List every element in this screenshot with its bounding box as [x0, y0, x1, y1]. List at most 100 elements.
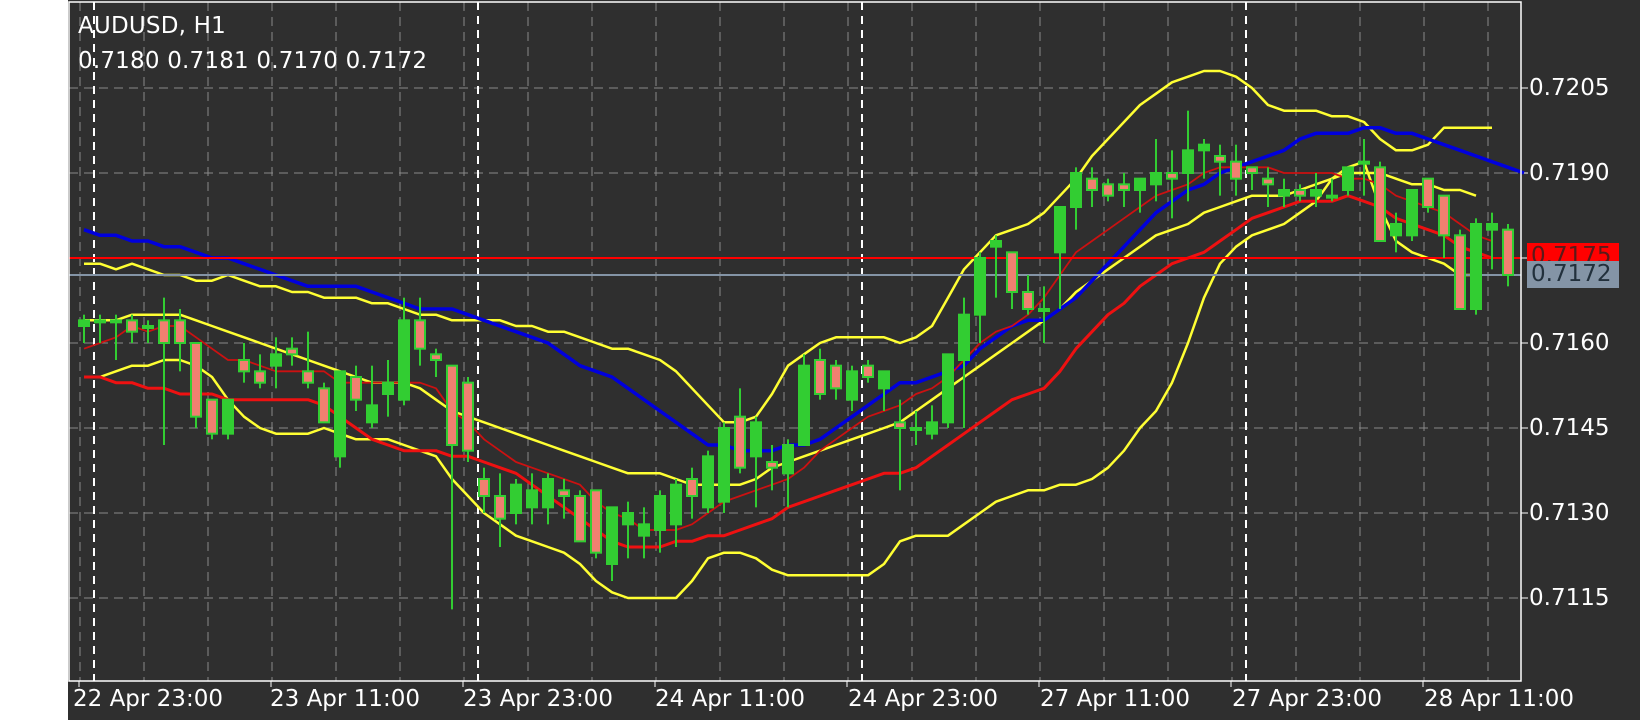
y-tick-label: 0.7205 — [1529, 75, 1610, 101]
bear-candle — [1118, 183, 1130, 192]
bear-candle — [574, 495, 586, 543]
bull-candle — [78, 319, 90, 328]
y-tick-label: 0.7145 — [1529, 415, 1610, 441]
y-tick-label: 0.7115 — [1529, 585, 1610, 611]
bid-price-tag: 0.7172 — [1527, 261, 1619, 288]
chart-area[interactable] — [68, 0, 1640, 720]
bear-candle — [814, 359, 826, 396]
bull-candle — [606, 506, 618, 566]
bear-candle — [894, 421, 906, 430]
bull-candle — [382, 381, 394, 396]
bull-candle — [782, 444, 794, 475]
price-chart-canvas[interactable] — [68, 0, 1640, 720]
bull-candle — [718, 427, 730, 503]
bear-candle — [286, 347, 298, 356]
bull-candle — [1310, 189, 1322, 197]
bear-candle — [1022, 291, 1034, 311]
bear-candle — [174, 319, 186, 345]
bollinger_lower-line — [84, 160, 1476, 600]
bull-candle — [926, 421, 938, 435]
bull-candle — [1054, 206, 1066, 254]
x-tick-label: 24 Apr 23:00 — [848, 686, 998, 712]
bull-candle — [638, 523, 650, 537]
bull-candle — [654, 495, 666, 532]
bull-candle — [142, 325, 154, 330]
bull-candle — [974, 257, 986, 316]
bull-candle — [270, 353, 282, 367]
bull-candle — [1342, 166, 1354, 192]
bear-candle — [1438, 194, 1450, 237]
bull-candle — [334, 370, 346, 458]
bear-candle — [414, 319, 426, 350]
bear-candle — [446, 364, 458, 447]
bull-candle — [94, 319, 106, 324]
bear-candle — [302, 370, 314, 384]
bear-candle — [1454, 234, 1466, 311]
bear-candle — [1374, 166, 1386, 243]
bear-candle — [1006, 251, 1018, 294]
bear-candle — [862, 364, 874, 379]
bear-candle — [590, 489, 602, 554]
bear-candle — [158, 319, 170, 345]
bull-candle — [1182, 149, 1194, 175]
bear-candle — [734, 415, 746, 469]
bear-candle — [494, 495, 506, 520]
bull-candle — [1390, 223, 1402, 237]
bear-candle — [430, 353, 442, 362]
x-tick-label: 23 Apr 11:00 — [270, 686, 420, 712]
bull-candle — [1198, 143, 1210, 152]
bear-candle — [766, 461, 778, 469]
bull-candle — [110, 319, 122, 324]
bull-candle — [542, 478, 554, 509]
bear-candle — [1166, 172, 1178, 180]
ohlc-readout: 0.7180 0.7181 0.7170 0.7172 — [78, 48, 428, 74]
bull-candle — [798, 364, 810, 447]
bear-candle — [830, 364, 842, 390]
bull-candle — [1070, 172, 1082, 209]
bull-candle — [878, 370, 890, 390]
bear-candle — [686, 478, 698, 498]
bear-candle — [558, 489, 570, 498]
x-tick-label: 22 Apr 23:00 — [73, 686, 223, 712]
bull-candle — [1358, 160, 1370, 165]
bear-candle — [350, 376, 362, 401]
x-tick-label: 27 Apr 11:00 — [1040, 686, 1190, 712]
bear-candle — [462, 381, 474, 452]
bull-candle — [510, 483, 522, 515]
bull-candle — [702, 455, 714, 509]
bull-candle — [1326, 194, 1338, 199]
bear-candle — [478, 478, 490, 498]
bear-candle — [318, 387, 330, 424]
y-tick-label: 0.7160 — [1529, 330, 1610, 356]
bear-candle — [206, 398, 218, 435]
bull-candle — [990, 240, 1002, 248]
bull-candle — [1278, 189, 1290, 197]
symbol-title: AUDUSD, H1 — [78, 13, 226, 39]
bear-candle — [1230, 160, 1242, 180]
x-tick-label: 24 Apr 11:00 — [655, 686, 805, 712]
bear-candle — [1214, 155, 1226, 163]
bull-candle — [910, 427, 922, 432]
bollinger_middle_yellow-line — [84, 171, 1477, 486]
bear-candle — [126, 319, 138, 333]
bull-candle — [1134, 177, 1146, 192]
bear-candle — [1262, 177, 1274, 186]
bull-candle — [526, 489, 538, 509]
bull-candle — [398, 319, 410, 401]
bear-candle — [1102, 183, 1114, 197]
bear-candle — [1422, 177, 1434, 209]
bear-candle — [254, 370, 266, 384]
y-tick-label: 0.7190 — [1529, 160, 1610, 186]
bear-candle — [1086, 177, 1098, 192]
bull-candle — [1406, 189, 1418, 237]
bull-candle — [1470, 223, 1482, 311]
bull-candle — [366, 404, 378, 424]
bear-candle — [1502, 228, 1514, 277]
bear-candle — [190, 342, 202, 418]
bull-candle — [846, 370, 858, 401]
x-tick-label: 28 Apr 11:00 — [1424, 686, 1574, 712]
x-tick-label: 27 Apr 23:00 — [1232, 686, 1382, 712]
bear-candle — [238, 359, 250, 373]
bull-candle — [750, 421, 762, 458]
x-tick-label: 23 Apr 23:00 — [463, 686, 613, 712]
